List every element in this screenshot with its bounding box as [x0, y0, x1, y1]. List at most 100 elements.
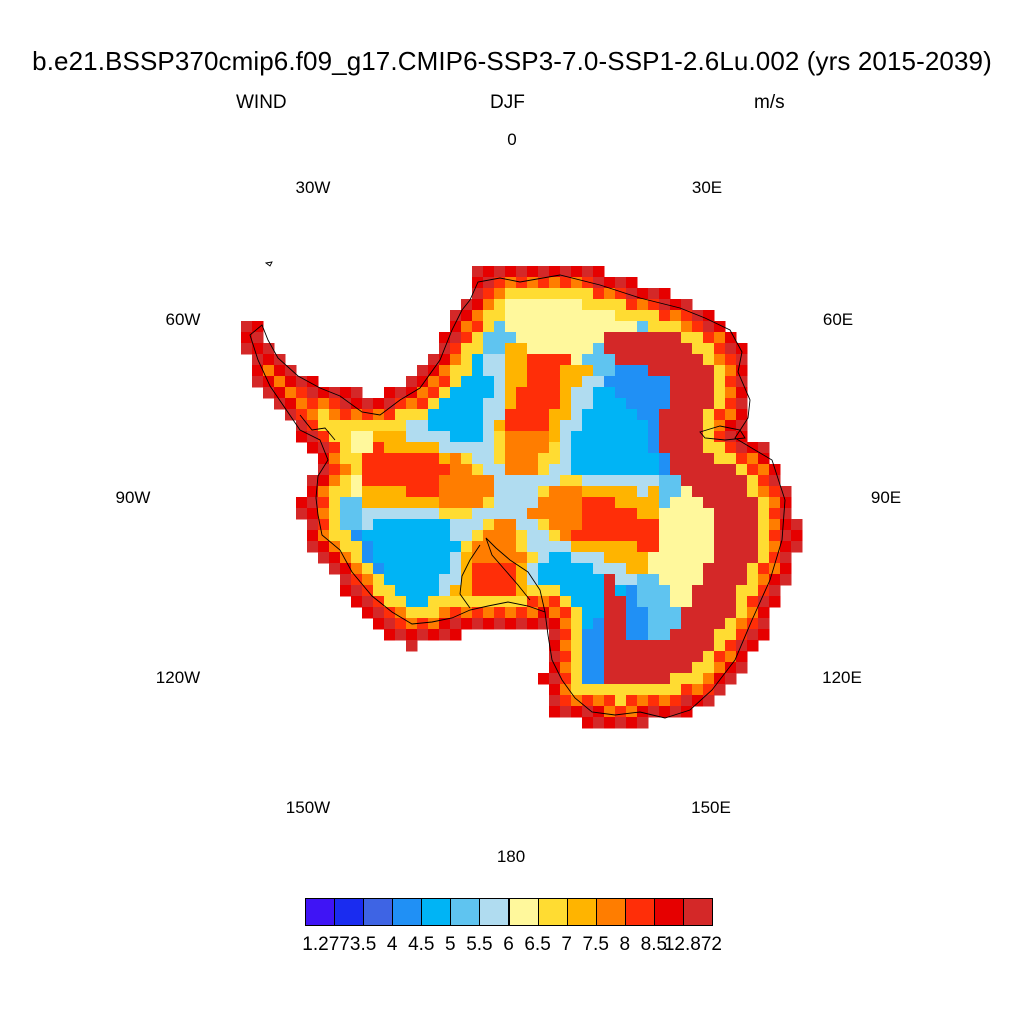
wind-cell [560, 640, 572, 652]
wind-cell [560, 574, 572, 586]
wind-cell [703, 530, 715, 542]
wind-cell [428, 354, 440, 366]
wind-cell [516, 442, 528, 454]
wind-cell [681, 343, 693, 355]
wind-cell [472, 596, 484, 608]
wind-cell [604, 695, 616, 707]
wind-cell [637, 618, 649, 630]
wind-cell [549, 563, 561, 575]
colorbar-swatch [450, 898, 481, 926]
wind-cell [681, 398, 693, 410]
wind-cell [560, 376, 572, 388]
wind-cell [626, 321, 638, 333]
wind-cell [472, 618, 484, 630]
wind-cell [307, 475, 319, 487]
wind-cell [527, 431, 539, 443]
wind-cell [593, 497, 605, 509]
wind-cell [494, 596, 506, 608]
wind-cell [714, 651, 726, 663]
wind-cell [461, 552, 473, 564]
wind-cell [681, 354, 693, 366]
wind-cell [538, 552, 550, 564]
wind-cell [439, 376, 451, 388]
wind-cell [659, 673, 671, 685]
wind-cell [626, 552, 638, 564]
wind-cell [637, 519, 649, 531]
wind-cell [714, 387, 726, 399]
wind-cell [395, 596, 407, 608]
wind-cell [439, 497, 451, 509]
wind-cell [373, 563, 385, 575]
wind-cell [450, 321, 462, 333]
wind-cell [692, 508, 704, 520]
wind-cell [615, 453, 627, 465]
wind-cell [450, 464, 462, 476]
wind-cell [571, 365, 583, 377]
wind-cell [615, 321, 627, 333]
wind-cell [384, 431, 396, 443]
wind-cell [703, 563, 715, 575]
wind-cell [505, 442, 517, 454]
wind-cell [725, 662, 737, 674]
wind-cell [472, 530, 484, 542]
wind-cell [703, 365, 715, 377]
wind-cell [417, 464, 429, 476]
wind-cell [670, 706, 682, 718]
wind-cell [637, 695, 649, 707]
lon-label-150e: 150E [691, 798, 731, 817]
wind-cell [472, 453, 484, 465]
wind-cell [560, 651, 572, 663]
wind-cell [527, 332, 539, 344]
wind-cell [736, 519, 748, 531]
wind-cell [406, 442, 418, 454]
wind-cell [593, 629, 605, 641]
wind-cell [505, 420, 517, 432]
wind-cell [582, 277, 594, 289]
wind-cell [373, 453, 385, 465]
wind-cell [593, 673, 605, 685]
wind-cell [417, 541, 429, 553]
wind-cell [692, 552, 704, 564]
wind-cell [505, 354, 517, 366]
wind-cell [538, 486, 550, 498]
wind-cell [494, 332, 506, 344]
wind-cell [604, 508, 616, 520]
wind-cell [681, 640, 693, 652]
wind-cell [615, 431, 627, 443]
wind-cell [659, 299, 671, 311]
wind-cell [461, 530, 473, 542]
wind-cell [714, 618, 726, 630]
wind-cell [571, 453, 583, 465]
wind-cell [604, 299, 616, 311]
wind-cell [340, 442, 352, 454]
wind-cell [263, 365, 275, 377]
wind-cell [340, 585, 352, 597]
wind-cell [604, 618, 616, 630]
wind-cell [637, 607, 649, 619]
wind-cell [406, 431, 418, 443]
wind-cell [582, 343, 594, 355]
wind-cell [560, 706, 572, 718]
wind-cell [780, 574, 792, 586]
wind-cell [417, 365, 429, 377]
wind-cell [648, 310, 660, 322]
wind-cell [571, 519, 583, 531]
wind-cell [648, 552, 660, 564]
wind-cell [373, 486, 385, 498]
wind-cell [329, 420, 341, 432]
lon-label-90w: 90W [115, 488, 151, 507]
wind-cell [703, 332, 715, 344]
wind-cell [384, 387, 396, 399]
wind-cell [472, 497, 484, 509]
wind-cell [395, 387, 407, 399]
wind-cell [681, 475, 693, 487]
wind-cell [615, 277, 627, 289]
wind-cell [659, 409, 671, 421]
wind-cell [780, 563, 792, 575]
wind-cell [538, 376, 550, 388]
wind-cell [736, 387, 748, 399]
wind-cell [351, 475, 363, 487]
wind-cell [648, 332, 660, 344]
wind-cell [527, 486, 539, 498]
